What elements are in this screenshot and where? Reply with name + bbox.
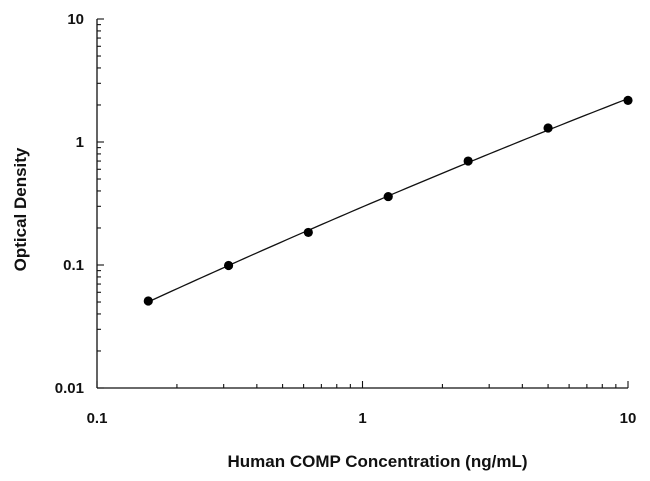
data-point <box>143 296 153 306</box>
x-tick-label: 10 <box>620 410 637 427</box>
x-tick-label: 1 <box>358 410 366 427</box>
axis-ticks <box>96 18 629 389</box>
data-point <box>223 260 234 271</box>
y-tick-label: 0.1 <box>63 257 84 274</box>
data-point <box>543 123 553 133</box>
data-point <box>463 156 473 166</box>
data-point <box>383 191 393 202</box>
y-tick-label: 0.01 <box>55 380 84 397</box>
data-point <box>303 227 313 238</box>
x-axis-title: Human COMP Concentration (ng/mL) <box>227 452 527 471</box>
y-tick-label: 10 <box>67 11 84 28</box>
x-tick-label: 0.1 <box>87 410 108 427</box>
data-point <box>623 95 633 105</box>
data-points <box>143 95 633 306</box>
x-tick-labels: 0.1 1 10 <box>87 410 637 427</box>
y-axis-title: Optical Density <box>11 147 30 271</box>
y-tick-labels: 0.01 0.1 1 10 <box>55 11 84 397</box>
y-tick-label: 1 <box>76 134 84 151</box>
